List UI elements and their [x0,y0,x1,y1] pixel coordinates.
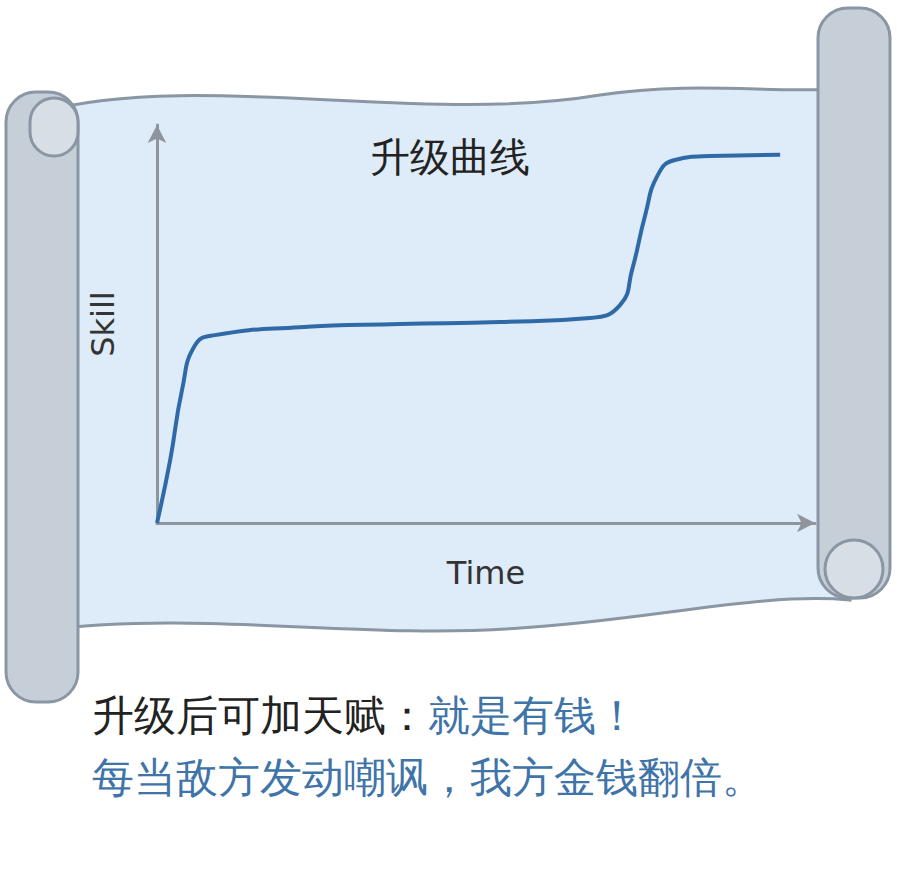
html-text:升级后可加天赋：就是有钱！: 升级后可加天赋：就是有钱！ [92,691,638,740]
html-text:每当敌方发动嘲讽，我方金钱翻倍。: 每当敌方发动嘲讽，我方金钱翻倍。 [92,753,764,802]
svg-text:升级曲线: 升级曲线 [370,134,530,180]
svg-text:Skill: Skill [84,291,122,357]
svg-text:Time: Time [446,554,525,592]
